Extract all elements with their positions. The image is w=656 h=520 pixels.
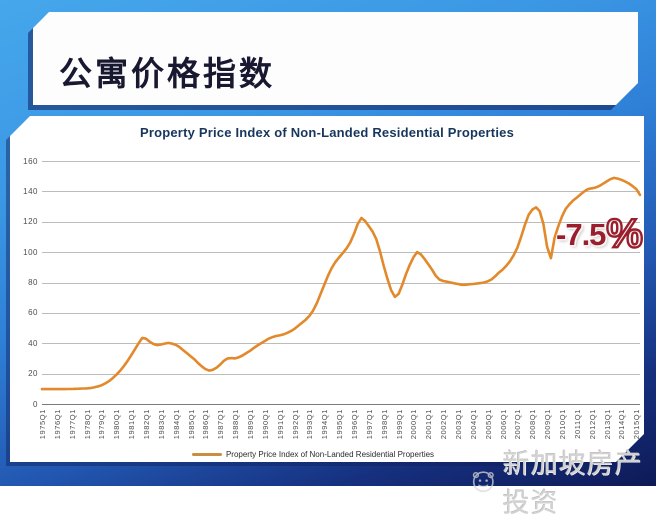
x-axis-label: 2002Q1 [439,409,449,440]
legend-line-swatch [192,453,222,457]
legend-label: Property Price Index of Non-Landed Resid… [225,450,435,459]
x-axis-label: 1998Q1 [379,409,389,440]
plot-area: 160 140 120 100 80 60 40 20 0 1975Q1 1976Q1 1977Q1… [42,161,640,404]
x-axis-label: 2000Q1 [409,409,419,440]
x-axis-label: 2007Q1 [513,409,523,440]
x-axis-label: 1979Q1 [97,409,107,440]
x-axis-label: 1990Q1 [260,409,270,440]
y-axis-label: 20 [28,369,38,379]
y-axis-label: 160 [23,156,38,166]
x-axis-label: 2004Q1 [468,409,478,440]
x-axis-label: 1975Q1 [38,409,47,440]
legend: Property Price Index of Non-Landed Resid… [0,450,630,459]
x-axis-label: 1980Q1 [112,409,122,440]
x-axis-label: 1976Q1 [52,409,62,440]
x-axis-label: 1986Q1 [201,409,211,440]
x-axis-label: 1995Q1 [335,409,345,440]
y-axis-label: 80 [28,278,38,287]
y-axis-label: 120 [23,217,38,227]
x-axis-label: 2006Q1 [498,409,508,440]
x-axis-label: 2008Q1 [528,409,538,440]
x-axis-label: 1978Q1 [82,409,92,440]
x-axis-label: 1992Q1 [290,409,300,440]
x-axis-label: 1987Q1 [216,409,226,440]
x-axis-label: 2011Q1 [572,409,582,439]
x-axis-label: 2005Q1 [483,409,493,440]
x-axis-label: 2003Q1 [454,409,463,440]
x-axis-label: 2010Q1 [558,409,567,440]
header-banner-shape: 公寓价格指数 [33,12,638,105]
x-axis-label: 1991Q1 [275,409,285,440]
x-axis-label: 2014Q1 [617,409,627,440]
x-axis-label: 1985Q1 [186,409,196,440]
y-axis-label: 140 [23,186,38,196]
x-axis-label: 2001Q1 [424,409,434,440]
y-axis-label: 60 [28,308,38,318]
x-axis-label: 2009Q1 [543,409,553,440]
chart-panel-shape: Property Price Index of Non-Landed Resid… [10,116,644,462]
x-axis-label: 1983Q1 [156,409,166,440]
y-axis-label: 100 [23,247,38,257]
x-axis-label: 2012Q1 [587,409,597,440]
y-axis-label: 40 [28,338,38,348]
x-axis-label: 1999Q1 [394,409,404,440]
x-axis-label: 2013Q1 [602,409,612,440]
x-axis-label: 1997Q1 [364,409,374,440]
x-axis-label: 1989Q1 [246,409,255,440]
decline-annotation: -7.5% [556,208,644,257]
chart-canvas [42,161,640,404]
x-axis-label: 1994Q1 [320,409,330,440]
header-banner: 公寓价格指数 [33,12,638,105]
x-axis-label: 1984Q1 [171,409,181,440]
x-axis-label: 1988Q1 [231,409,241,440]
chart-panel: Property Price Index of Non-Landed Resid… [10,116,644,462]
y-axis-label: 0 [33,399,38,409]
x-axis-label: 1996Q1 [350,409,359,440]
x-axis-label: 2015Q1 [632,409,642,440]
percent-sign: % [605,209,644,257]
annotation-value: -7.5 [556,217,606,252]
panda-face-logo-icon [472,471,494,493]
page-title: 公寓价格指数 [59,54,275,93]
chart-title: Property Price Index of Non-Landed Resid… [139,125,515,140]
x-axis-label: 1977Q1 [67,409,77,440]
x-axis-label: 1982Q1 [142,409,151,440]
x-axis-label: 1993Q1 [305,409,315,440]
x-axis-label: 1981Q1 [127,409,137,440]
price-index-line [42,178,640,389]
